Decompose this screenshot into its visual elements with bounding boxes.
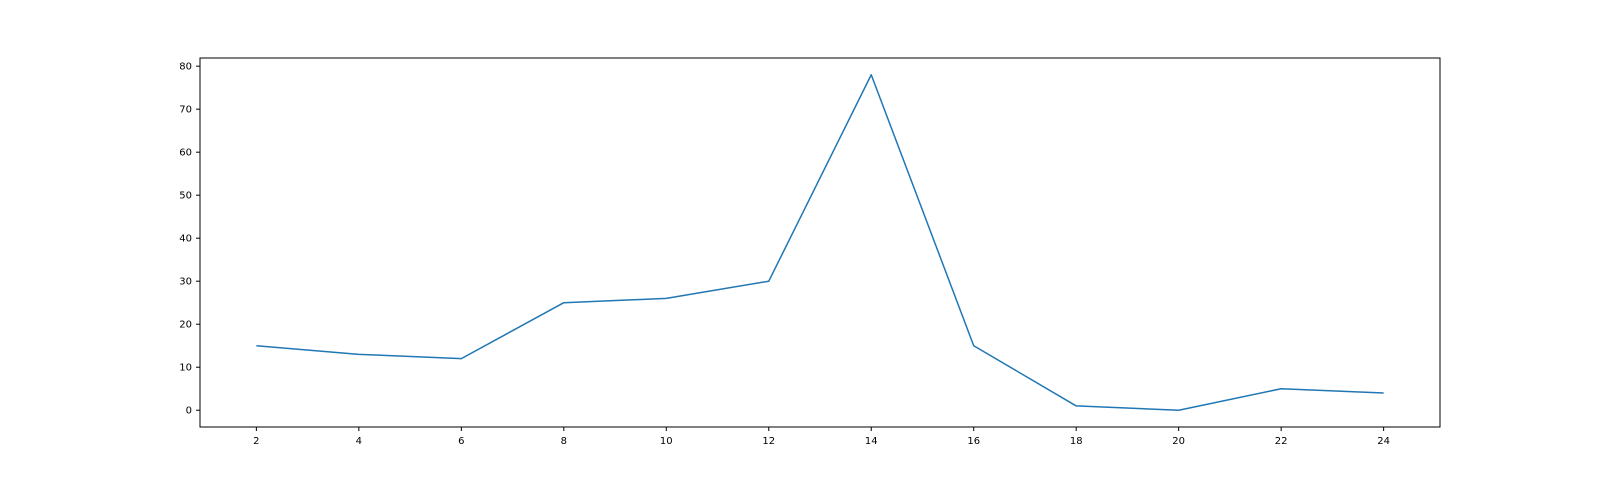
- x-tick-label: 22: [1275, 436, 1288, 447]
- x-tick-label: 16: [967, 436, 980, 447]
- y-tick-label: 50: [179, 191, 192, 202]
- y-tick-label: 0: [186, 406, 192, 417]
- y-tick-label: 30: [179, 277, 192, 288]
- y-tick-label: 70: [179, 105, 192, 116]
- series-group: [256, 74, 1384, 411]
- x-axis-ticks: 2 4 6 8 10 12 14 16 18 20 22 24: [253, 427, 1390, 447]
- x-tick-label: 6: [458, 436, 464, 447]
- y-axis-ticks: 0 10 20 30 40 50 60 70 80: [179, 62, 200, 417]
- x-tick-label: 18: [1070, 436, 1083, 447]
- plot-background: [200, 58, 1440, 427]
- y-tick-label: 10: [179, 363, 192, 374]
- x-tick-label: 8: [561, 436, 567, 447]
- x-tick-label: 2: [253, 436, 259, 447]
- y-tick-label: 40: [179, 234, 192, 245]
- x-tick-label: 4: [356, 436, 362, 447]
- y-tick-label: 60: [179, 148, 192, 159]
- x-tick-label: 20: [1172, 436, 1185, 447]
- y-tick-label: 20: [179, 320, 192, 331]
- series-line: [256, 74, 1384, 411]
- x-tick-label: 24: [1377, 436, 1390, 447]
- x-tick-label: 14: [865, 436, 878, 447]
- x-tick-label: 12: [762, 436, 775, 447]
- plot-frame: [199, 57, 1441, 428]
- x-tick-label: 10: [660, 436, 673, 447]
- y-tick-label: 80: [179, 62, 192, 73]
